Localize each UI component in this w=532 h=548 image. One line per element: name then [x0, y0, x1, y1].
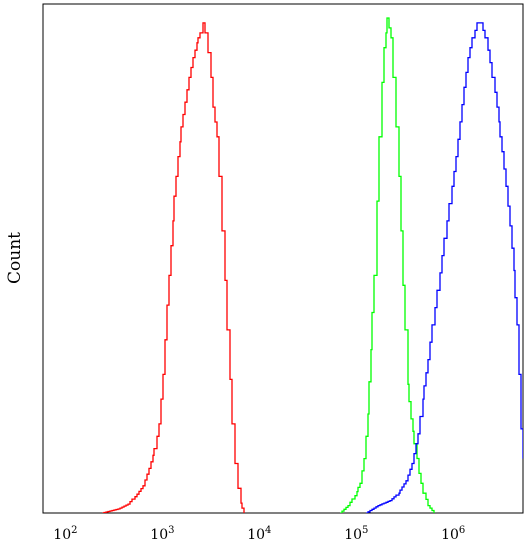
x-tick-label-5: 106 [441, 525, 465, 543]
histogram-series-2 [340, 17, 435, 513]
x-tick-exponent: 4 [265, 525, 271, 536]
x-tick-base: 10 [247, 527, 265, 543]
x-tick-label-2: 103 [150, 525, 174, 543]
x-tick-base: 10 [441, 527, 459, 543]
series-layer [102, 17, 523, 513]
x-tick-exponent: 2 [71, 525, 77, 536]
x-tick-label-1: 102 [53, 525, 77, 543]
plot-area-frame [42, 3, 524, 514]
x-tick-exponent: 5 [362, 525, 368, 536]
x-tick-exponent: 3 [168, 525, 174, 536]
x-tick-exponent: 6 [459, 525, 465, 536]
histogram-series-1 [102, 22, 245, 513]
x-tick-base: 10 [344, 527, 362, 543]
x-tick-base: 10 [150, 527, 168, 543]
x-tick-label-3: 104 [247, 525, 271, 543]
y-axis-label: Count [5, 232, 25, 284]
x-tick-label-4: 105 [344, 525, 368, 543]
x-tick-base: 10 [53, 527, 71, 543]
x-axis-tick-labels: 102 103 104 105 106 [53, 525, 465, 543]
histogram-series-3 [366, 22, 523, 513]
